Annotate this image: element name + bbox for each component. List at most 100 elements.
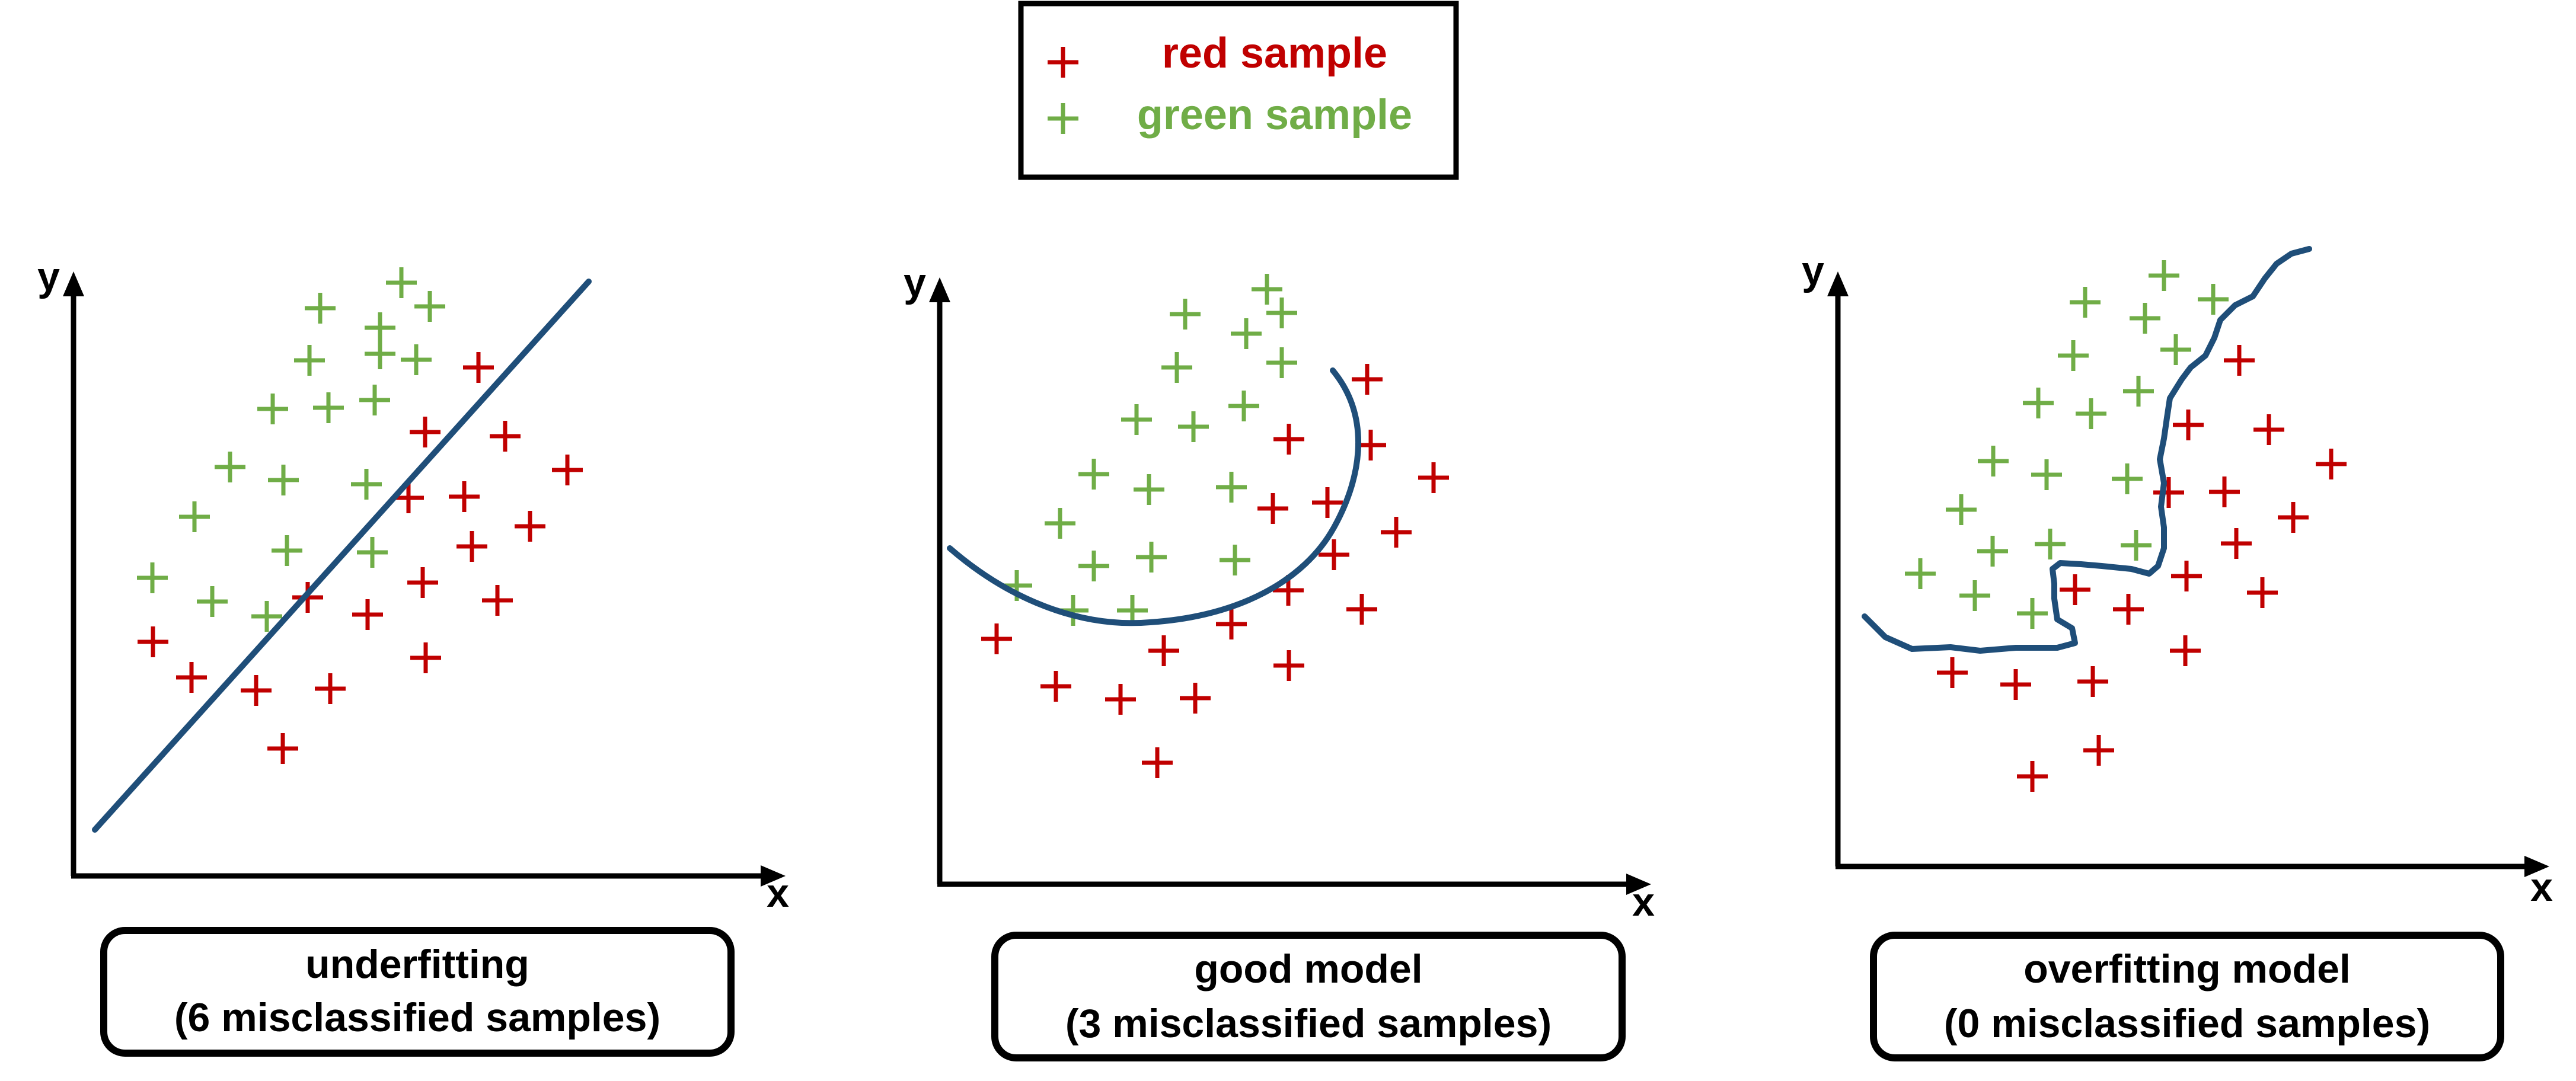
red-sample <box>449 481 480 512</box>
green-sample <box>1178 411 1209 442</box>
green-sample <box>2198 284 2229 315</box>
panel-overfitting: y x overfitting model (0 misclassified s… <box>1802 246 2553 1061</box>
red-sample <box>1105 684 1136 715</box>
green-sample <box>1977 536 2008 567</box>
panel-underfitting: y x underfitting (6 misclassified sample… <box>37 254 789 1057</box>
red-sample <box>1381 517 1412 548</box>
red-sample <box>1040 671 1071 702</box>
green-sample <box>1045 508 1075 539</box>
y-axis-label: y <box>1802 248 1824 293</box>
red-sample <box>2224 345 2255 376</box>
panel-good-model: y x good model (3 misclassified samples) <box>904 260 1655 1061</box>
legend: red sample green sample <box>1018 1 1459 180</box>
green-sample <box>215 452 245 482</box>
y-axis-label: y <box>904 260 926 305</box>
green-sample <box>1266 347 1297 378</box>
green-sample <box>1078 551 1109 581</box>
decision-boundary <box>92 279 592 833</box>
red-sample <box>2173 410 2204 440</box>
red-sample <box>2170 635 2201 666</box>
red-sample <box>393 482 424 513</box>
green-sample <box>197 586 228 617</box>
red-sample <box>1352 364 1383 395</box>
x-axis-label: x <box>2530 865 2553 910</box>
green-sample <box>365 338 395 369</box>
red-sample <box>1937 657 1968 688</box>
y-axis-arrow <box>1827 271 1849 296</box>
red-sample <box>2153 477 2184 508</box>
green-sample <box>365 312 395 343</box>
green-sample <box>1946 494 1977 525</box>
green-sample <box>305 293 336 324</box>
green-sample <box>1252 274 1282 305</box>
red-sample <box>352 599 383 630</box>
caption-title: overfitting model <box>2023 946 2351 992</box>
red-sample <box>2253 414 2284 445</box>
green-sample <box>1170 299 1201 330</box>
red-sample <box>267 733 298 764</box>
green-sample <box>137 562 168 593</box>
green-sample <box>1078 459 1109 490</box>
caption-box <box>1870 932 2504 1061</box>
legend-red-marker <box>1048 47 1078 78</box>
green-sample <box>1978 446 2009 476</box>
red-sample <box>1257 493 1288 524</box>
red-sample <box>482 585 513 616</box>
legend-red-label: red sample <box>1162 30 1387 77</box>
samples <box>1905 260 2347 792</box>
green-sample <box>2076 398 2106 429</box>
red-sample <box>2209 476 2240 507</box>
samples <box>137 267 583 764</box>
y-axis-label: y <box>37 254 60 299</box>
green-sample <box>294 345 325 376</box>
red-sample <box>515 511 545 542</box>
caption-box <box>991 932 1626 1061</box>
red-sample <box>1216 609 1247 639</box>
red-sample <box>138 626 168 657</box>
red-sample <box>2083 735 2114 766</box>
green-sample <box>1216 472 1247 503</box>
green-sample <box>2031 459 2062 490</box>
green-sample <box>251 601 282 632</box>
caption-title: underfitting <box>305 942 529 987</box>
y-axis-arrow <box>929 277 950 302</box>
green-sample <box>179 501 210 532</box>
red-sample <box>241 675 272 706</box>
green-sample <box>1220 545 1250 575</box>
red-sample <box>490 421 521 452</box>
red-sample <box>1319 539 1349 570</box>
red-sample <box>2000 669 2031 700</box>
red-sample <box>2221 528 2252 559</box>
red-sample <box>2060 574 2090 605</box>
green-sample <box>1231 318 1262 349</box>
red-sample <box>1418 462 1449 493</box>
red-sample <box>2278 502 2309 533</box>
caption-subtitle: (0 misclassified samples) <box>1944 1001 2430 1046</box>
green-sample <box>401 344 432 375</box>
green-sample <box>2023 388 2054 418</box>
green-sample <box>1161 352 1192 383</box>
red-sample <box>2247 577 2278 608</box>
red-sample <box>1142 747 1173 778</box>
caption-title: good model <box>1194 946 1422 992</box>
green-sample <box>386 267 417 298</box>
green-sample <box>414 291 445 322</box>
green-sample <box>2035 529 2066 559</box>
green-sample <box>2017 598 2048 629</box>
green-sample <box>1136 542 1167 573</box>
red-sample <box>1273 424 1304 455</box>
red-sample <box>2017 761 2048 792</box>
red-sample <box>1180 683 1211 714</box>
red-sample <box>981 623 1012 654</box>
red-sample <box>2316 449 2347 479</box>
green-sample <box>1121 404 1152 435</box>
green-sample <box>2070 287 2101 318</box>
decision-boundary <box>1862 246 2312 654</box>
x-axis-arrow <box>761 865 786 887</box>
red-sample <box>315 673 346 704</box>
green-sample <box>1228 391 1259 421</box>
red-sample <box>410 642 441 673</box>
green-sample <box>2058 340 2089 371</box>
green-sample <box>1266 298 1297 328</box>
